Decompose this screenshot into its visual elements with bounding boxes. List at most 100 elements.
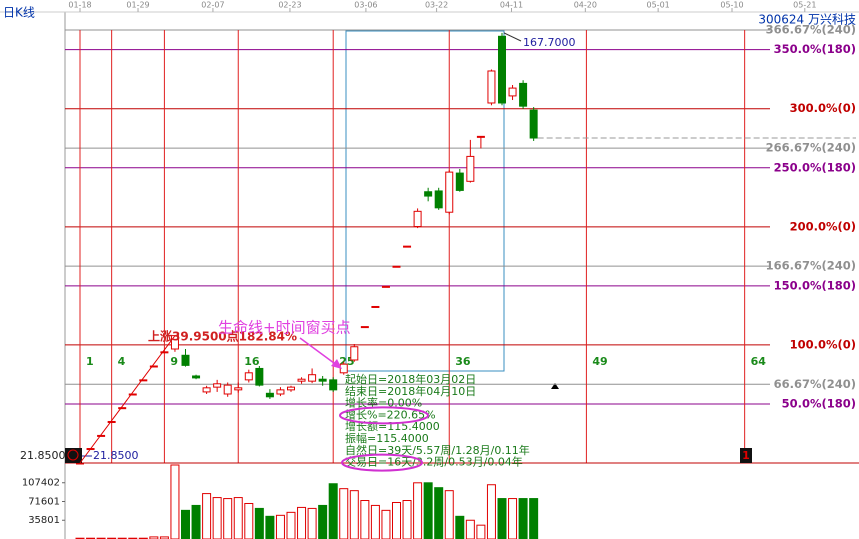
stat-highlight xyxy=(339,406,429,425)
selection-box xyxy=(345,30,505,372)
chart-title: 日K线 xyxy=(3,6,35,20)
volume-bar xyxy=(349,490,359,539)
candle-body xyxy=(118,407,127,410)
volume-bar xyxy=(286,511,296,539)
x-tick-label: 01-29 xyxy=(126,1,149,10)
stat-line: 增长率=0.00% xyxy=(345,396,422,410)
candle-body xyxy=(529,109,538,139)
level-label: 266.67%(240) xyxy=(766,141,856,155)
candle-body xyxy=(360,326,369,329)
volume-bar xyxy=(402,500,412,539)
start-marker-ring xyxy=(67,449,79,461)
low-axis-label: 21.8500 xyxy=(20,449,66,462)
time-window-label: 9 xyxy=(170,355,178,368)
candle-body xyxy=(265,392,274,398)
candle-body xyxy=(371,305,380,308)
volume-bar xyxy=(339,488,349,539)
candle-body xyxy=(149,365,158,368)
volume-bar xyxy=(233,497,243,539)
candle-body xyxy=(318,378,327,382)
candle-body xyxy=(128,393,137,396)
candle-body xyxy=(244,372,253,381)
volume-bar xyxy=(455,515,465,539)
candle-body xyxy=(234,387,243,391)
volume-bar xyxy=(413,482,423,539)
volume-bar xyxy=(444,490,454,539)
x-tick-label: 05-21 xyxy=(793,1,816,10)
candle-body xyxy=(213,383,222,388)
x-tick-label: 04-20 xyxy=(574,1,597,10)
volume-tick-label: 35801 xyxy=(28,515,60,526)
candle-body xyxy=(424,191,433,197)
end-marker-box xyxy=(740,448,752,463)
stat-line: 振幅=115.4000 xyxy=(345,431,429,445)
stat-line: 自然日=39天/5.57周/1.28月/0.11年 xyxy=(345,443,530,457)
stat-line: 结束日=2018年04月10日 xyxy=(345,384,476,398)
candle-body xyxy=(97,434,106,437)
rise-line xyxy=(79,335,176,464)
volume-tick-label: 71601 xyxy=(28,497,60,508)
low-label: 21.8500 xyxy=(93,449,139,462)
stat-line: 起始日=2018年03月02日 xyxy=(345,372,476,386)
candle-body xyxy=(498,35,506,104)
time-window-label: 16 xyxy=(244,355,260,368)
volume-bar xyxy=(486,484,496,539)
candle-body xyxy=(413,210,422,228)
time-window-label: 36 xyxy=(455,355,471,368)
volume-bar xyxy=(465,519,475,539)
volume-bar xyxy=(275,514,285,539)
candle-body xyxy=(403,245,412,248)
volume-bar xyxy=(265,515,275,539)
candle-body xyxy=(519,82,528,107)
candle-body xyxy=(181,354,190,366)
callout-arrowhead xyxy=(331,359,342,369)
stat-line: 交易日=16天/3.2周/0.53月/0.04年 xyxy=(345,455,523,469)
candle-body xyxy=(297,378,306,382)
candle-body xyxy=(308,374,317,382)
stat-line: 增长%=220.65% xyxy=(345,407,436,421)
volume-bar xyxy=(518,498,528,539)
volume-bar xyxy=(423,482,433,539)
candle-body xyxy=(287,386,295,391)
cursor-marker xyxy=(551,383,559,389)
candle-body xyxy=(223,384,232,395)
candle-body xyxy=(445,171,454,213)
volume-bar xyxy=(381,509,391,539)
time-window-label: 49 xyxy=(592,355,607,368)
volume-bar xyxy=(191,504,201,539)
level-label: 150.0%(180) xyxy=(774,278,856,292)
x-tick-label: 03-22 xyxy=(425,1,448,10)
level-label: 250.0%(180) xyxy=(774,160,856,174)
candle-body xyxy=(455,172,464,191)
stat-highlight xyxy=(341,453,423,472)
candle-body xyxy=(487,70,496,104)
rise-label: 上涨39.9500点182.84% xyxy=(148,329,297,344)
volume-bar xyxy=(529,498,539,539)
time-window-label: 1 xyxy=(86,355,94,368)
candle-body xyxy=(202,387,211,393)
candle-body xyxy=(392,265,401,268)
x-tick-label: 01-18 xyxy=(68,1,91,10)
high-label: 167.7000 xyxy=(523,36,576,49)
candle-body xyxy=(276,389,285,395)
candle-body xyxy=(255,367,264,386)
level-label: 300.0%(0) xyxy=(790,101,856,115)
candle-body xyxy=(381,285,390,288)
volume-bar xyxy=(212,497,222,539)
x-tick-label: 02-23 xyxy=(278,1,301,10)
volume-bar xyxy=(170,464,180,539)
volume-bar xyxy=(497,498,507,539)
volume-bar xyxy=(202,493,212,539)
end-marker: 1 xyxy=(742,449,750,462)
volume-bar xyxy=(392,501,401,539)
x-tick-label: 05-01 xyxy=(647,1,670,10)
callout: 生命线+时间窗买点 xyxy=(218,319,351,337)
volume-bar xyxy=(318,504,328,539)
x-tick-label: 02-07 xyxy=(201,1,224,10)
volume-bar xyxy=(476,524,486,539)
time-window-label: 4 xyxy=(118,355,126,368)
candle-body xyxy=(107,420,116,423)
time-window-label: 64 xyxy=(751,355,767,368)
volume-bar xyxy=(307,507,317,539)
